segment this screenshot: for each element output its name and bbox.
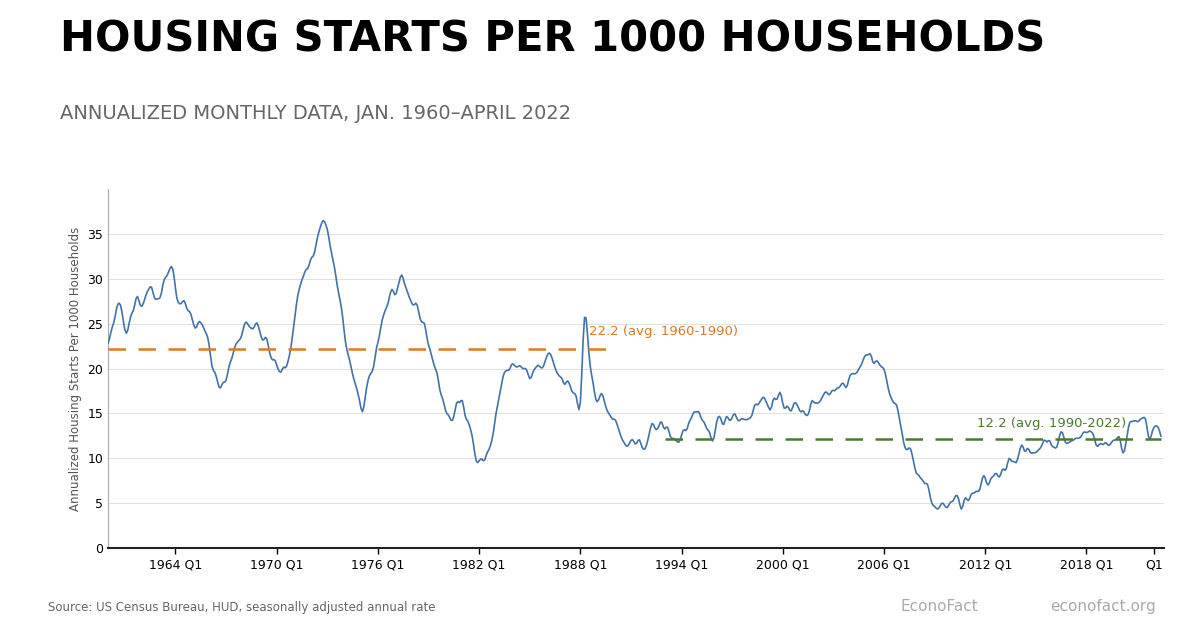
Text: econofact.org: econofact.org bbox=[1050, 599, 1156, 614]
Y-axis label: Annualized Housing Starts Per 1000 Households: Annualized Housing Starts Per 1000 House… bbox=[68, 226, 82, 511]
Text: 12.2 (avg. 1990-2022): 12.2 (avg. 1990-2022) bbox=[977, 416, 1126, 430]
Text: 22.2 (avg. 1960-1990): 22.2 (avg. 1960-1990) bbox=[589, 325, 738, 338]
Text: HOUSING STARTS PER 1000 HOUSEHOLDS: HOUSING STARTS PER 1000 HOUSEHOLDS bbox=[60, 19, 1045, 61]
Text: ANNUALIZED MONTHLY DATA, JAN. 1960–APRIL 2022: ANNUALIZED MONTHLY DATA, JAN. 1960–APRIL… bbox=[60, 104, 571, 123]
Text: Source: US Census Bureau, HUD, seasonally adjusted annual rate: Source: US Census Bureau, HUD, seasonall… bbox=[48, 601, 436, 614]
Text: EconoFact: EconoFact bbox=[900, 599, 978, 614]
